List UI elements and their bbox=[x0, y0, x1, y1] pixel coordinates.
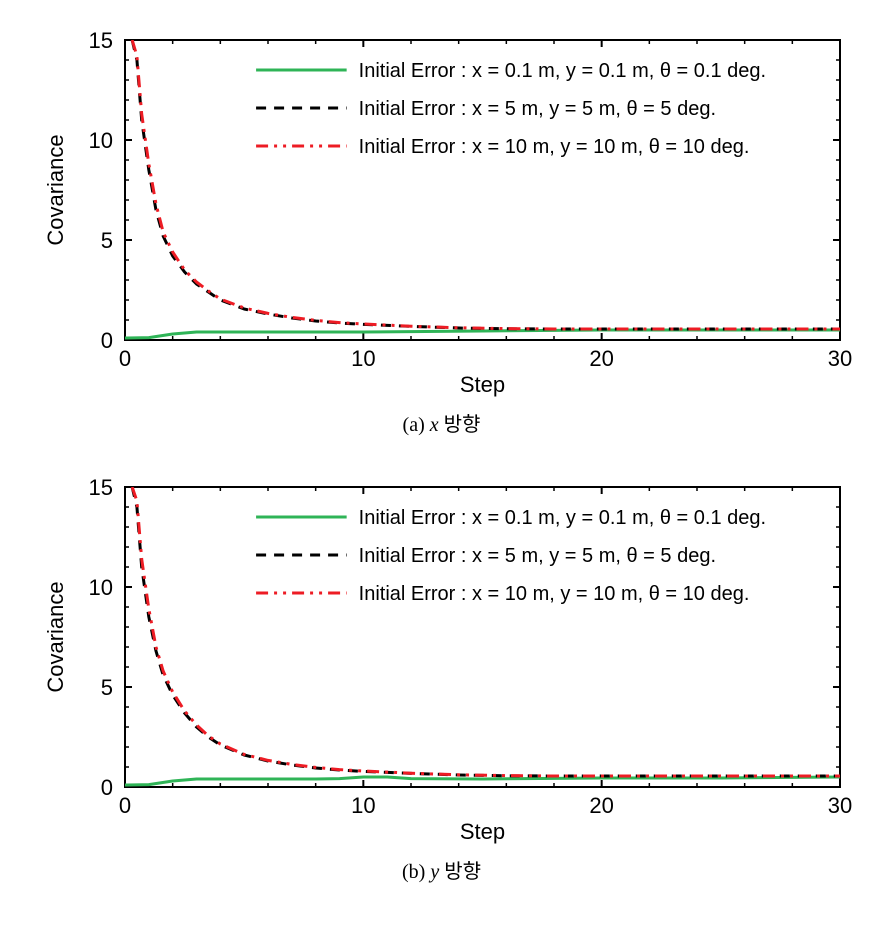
svg-text:15: 15 bbox=[89, 475, 113, 500]
svg-text:10: 10 bbox=[89, 575, 113, 600]
svg-text:Initial Error : x = 0.1 m, y =: Initial Error : x = 0.1 m, y = 0.1 m, θ … bbox=[359, 507, 766, 529]
svg-text:30: 30 bbox=[828, 346, 852, 371]
chart-panel-b: 0 10 20 30 0 5 10 15 Step Covariance Initial Error… bbox=[20, 467, 863, 884]
svg-text:Initial Error : x = 0.1 m, y =: Initial Error : x = 0.1 m, y = 0.1 m, θ … bbox=[359, 60, 766, 82]
svg-text:Initial Error : x = 5 m, y = 5: Initial Error : x = 5 m, y = 5 m, θ = 5 … bbox=[359, 545, 716, 567]
svg-text:Covariance: Covariance bbox=[43, 581, 68, 692]
svg-text:15: 15 bbox=[89, 28, 113, 53]
svg-text:30: 30 bbox=[828, 793, 852, 818]
svg-text:Initial Error : x = 5 m, y = 5: Initial Error : x = 5 m, y = 5 m, θ = 5 … bbox=[359, 98, 716, 120]
svg-text:Initial Error : x = 10 m, y =: Initial Error : x = 10 m, y = 10 m, θ = … bbox=[359, 583, 750, 605]
svg-text:0: 0 bbox=[119, 346, 131, 371]
svg-text:10: 10 bbox=[351, 793, 375, 818]
svg-text:Step: Step bbox=[460, 819, 505, 844]
svg-text:0: 0 bbox=[101, 328, 113, 353]
svg-text:5: 5 bbox=[101, 228, 113, 253]
caption-a: (a) x 방향 bbox=[20, 408, 863, 437]
caption-b-var: y bbox=[430, 861, 439, 883]
chart-b-svg: 0 10 20 30 0 5 10 15 Step Covariance Initial Error… bbox=[20, 467, 863, 847]
svg-text:Covariance: Covariance bbox=[43, 134, 68, 245]
caption-b-suffix: 방향 bbox=[439, 861, 481, 883]
svg-text:5: 5 bbox=[101, 675, 113, 700]
caption-a-suffix: 방향 bbox=[439, 414, 481, 436]
svg-text:10: 10 bbox=[351, 346, 375, 371]
caption-b-prefix: (b) bbox=[402, 861, 430, 883]
svg-text:0: 0 bbox=[119, 793, 131, 818]
caption-a-prefix: (a) bbox=[403, 414, 430, 436]
figure-container: 0 10 20 30 0 5 10 15 Step Covariance Initial Error… bbox=[20, 20, 863, 884]
svg-text:0: 0 bbox=[101, 775, 113, 800]
svg-text:20: 20 bbox=[589, 346, 613, 371]
chart-panel-a: 0 10 20 30 0 5 10 15 Step Covariance Initial Error… bbox=[20, 20, 863, 437]
svg-text:Initial Error : x = 10 m, y =: Initial Error : x = 10 m, y = 10 m, θ = … bbox=[359, 136, 750, 158]
chart-a-svg: 0 10 20 30 0 5 10 15 Step Covariance Initial Error… bbox=[20, 20, 863, 400]
svg-text:Step: Step bbox=[460, 372, 505, 397]
svg-text:10: 10 bbox=[89, 128, 113, 153]
caption-a-var: x bbox=[430, 414, 439, 436]
caption-b: (b) y 방향 bbox=[20, 855, 863, 884]
svg-text:20: 20 bbox=[589, 793, 613, 818]
